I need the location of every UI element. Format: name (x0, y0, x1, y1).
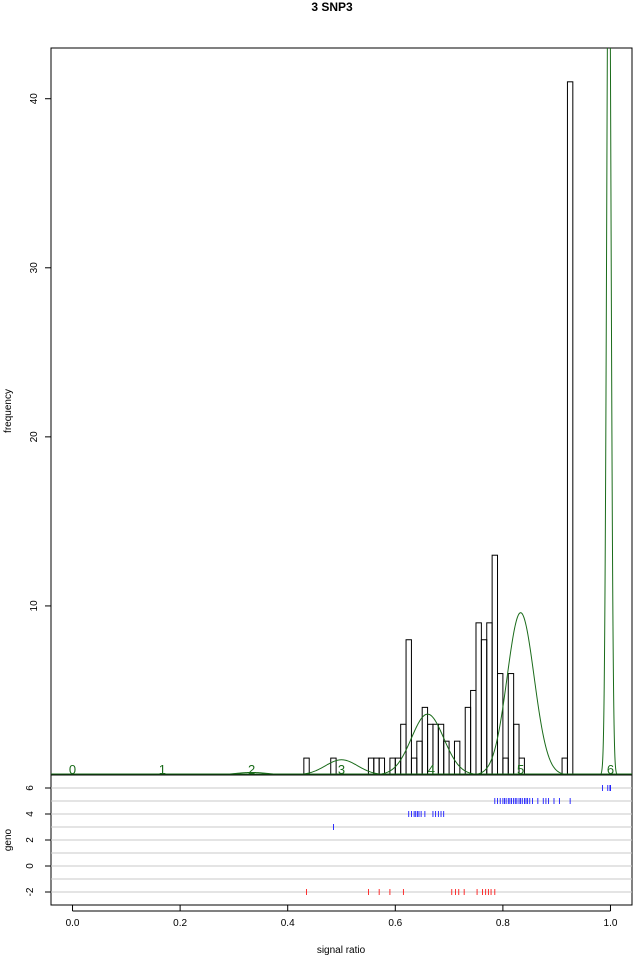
x-axis-tick-label: 1.0 (604, 918, 618, 929)
genotype-gridlines (51, 787, 632, 893)
mixture-curve-label: 0 (69, 762, 76, 777)
chart-title: 3 SNP3 (311, 0, 353, 14)
mixture-curve-label: 3 (338, 762, 345, 777)
genotype-axis-tick-label: 6 (25, 785, 36, 791)
mixture-curves (51, 48, 632, 775)
y-axis-tick-label: 30 (29, 262, 40, 274)
histogram-bar (410, 757, 418, 776)
histogram-bar (453, 740, 461, 776)
x-axis-tick-label: 0.0 (66, 918, 80, 929)
genotype-panel: -2 0 2 4 6 geno 0.0 0.2 0.4 0.6 0.8 1.0 signal ra… (3, 774, 633, 956)
genotype-y-axis: -2 0 2 4 6 (25, 785, 51, 896)
genotype-points (306, 785, 611, 895)
histogram-bar (373, 757, 380, 776)
y-axis-label: frequency (3, 389, 14, 433)
y-axis: 10 20 30 40 (29, 93, 51, 612)
histogram-bar (507, 673, 515, 776)
histogram-bar (405, 639, 412, 776)
histogram-bar (464, 706, 472, 776)
x-axis-tick-label: 0.8 (496, 918, 510, 929)
mixture-curve-labels: 0 1 2 3 4 5 6 (69, 762, 614, 777)
mixture-curve-label: 1 (159, 762, 166, 777)
mixture-curve-label: 5 (517, 762, 524, 777)
histogram-bar (502, 757, 509, 776)
histogram-bar (475, 622, 482, 776)
y-axis-tick-label: 40 (29, 93, 40, 105)
genotype-axis-tick-label: 4 (25, 811, 36, 817)
genotype-axis-tick-label: -2 (25, 887, 36, 896)
genotype-axis-label: geno (3, 828, 14, 851)
histogram-bar (389, 757, 396, 776)
mixture-curve-label: 4 (428, 762, 435, 777)
histogram-bar (378, 757, 386, 776)
histogram-bar (470, 689, 477, 776)
histogram-bar (480, 639, 488, 776)
x-axis-tick-label: 0.4 (281, 918, 295, 929)
mixture-curve-label: 2 (248, 762, 255, 777)
y-axis-tick-label: 10 (29, 600, 40, 612)
histogram-bar (443, 740, 450, 776)
histogram-bar (566, 81, 574, 776)
histogram-bar (303, 757, 310, 776)
mixture-curve-label: 6 (607, 762, 614, 777)
genotype-axis-tick-label: 0 (25, 863, 36, 869)
x-axis-label: signal ratio (317, 945, 366, 956)
mixture-curve (598, 48, 620, 775)
histogram-bar (400, 723, 407, 776)
y-axis-tick-label: 20 (29, 431, 40, 443)
histogram-bar (416, 740, 423, 776)
x-axis: 0.0 0.2 0.4 0.6 0.8 1.0 (66, 905, 618, 929)
x-axis-tick-label: 0.2 (173, 918, 187, 929)
histogram-panel: 0 1 2 3 4 5 6 10 20 30 40 frequency (3, 47, 633, 777)
histogram-bar (561, 757, 568, 776)
histogram-plot-frame (50, 47, 633, 776)
histogram-bar (486, 622, 493, 776)
histogram-bars (303, 81, 574, 776)
x-axis-tick-label: 0.6 (388, 918, 402, 929)
genotype-axis-tick-label: 2 (25, 837, 36, 843)
